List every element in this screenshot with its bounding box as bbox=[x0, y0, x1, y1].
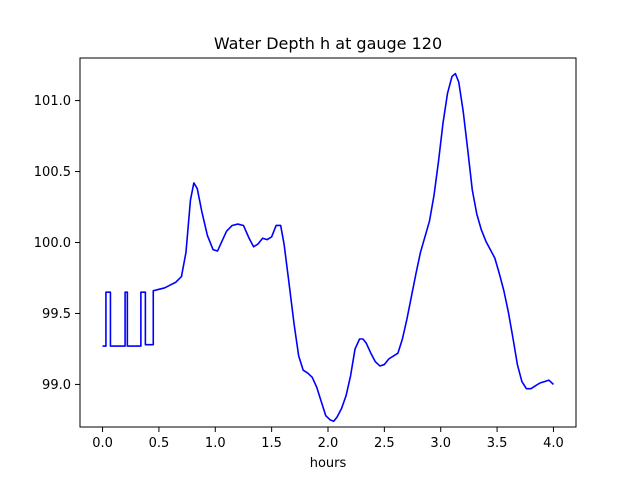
y-axis-ticks: 99.0 99.5 100.0 100.5 101.0 bbox=[34, 94, 80, 393]
y-tick-label: 99.5 bbox=[42, 307, 71, 322]
x-tick-label: 1.0 bbox=[205, 436, 226, 451]
y-tick-label: 100.0 bbox=[34, 236, 71, 251]
axes-frame bbox=[79, 57, 577, 428]
x-tick-label: 0.5 bbox=[149, 436, 170, 451]
x-axis-ticks: 0.0 0.5 1.0 1.5 2.0 2.5 3.0 3.5 4.0 bbox=[92, 427, 564, 451]
x-tick-label: 1.5 bbox=[261, 436, 282, 451]
x-tick-label: 0.0 bbox=[92, 436, 113, 451]
x-tick-label: 4.0 bbox=[543, 436, 564, 451]
chart-title: Water Depth h at gauge 120 bbox=[214, 34, 442, 53]
x-tick-label: 2.5 bbox=[374, 436, 395, 451]
plot-area bbox=[80, 58, 576, 427]
x-tick-label: 2.0 bbox=[318, 436, 339, 451]
y-tick-label: 101.0 bbox=[34, 94, 71, 109]
y-tick-label: 100.5 bbox=[34, 165, 71, 180]
x-tick-label: 3.5 bbox=[487, 436, 508, 451]
x-tick-label: 3.0 bbox=[430, 436, 451, 451]
water-depth-series-line bbox=[102, 72, 554, 423]
x-axis-label: hours bbox=[310, 456, 347, 471]
y-tick-label: 99.0 bbox=[42, 378, 71, 393]
